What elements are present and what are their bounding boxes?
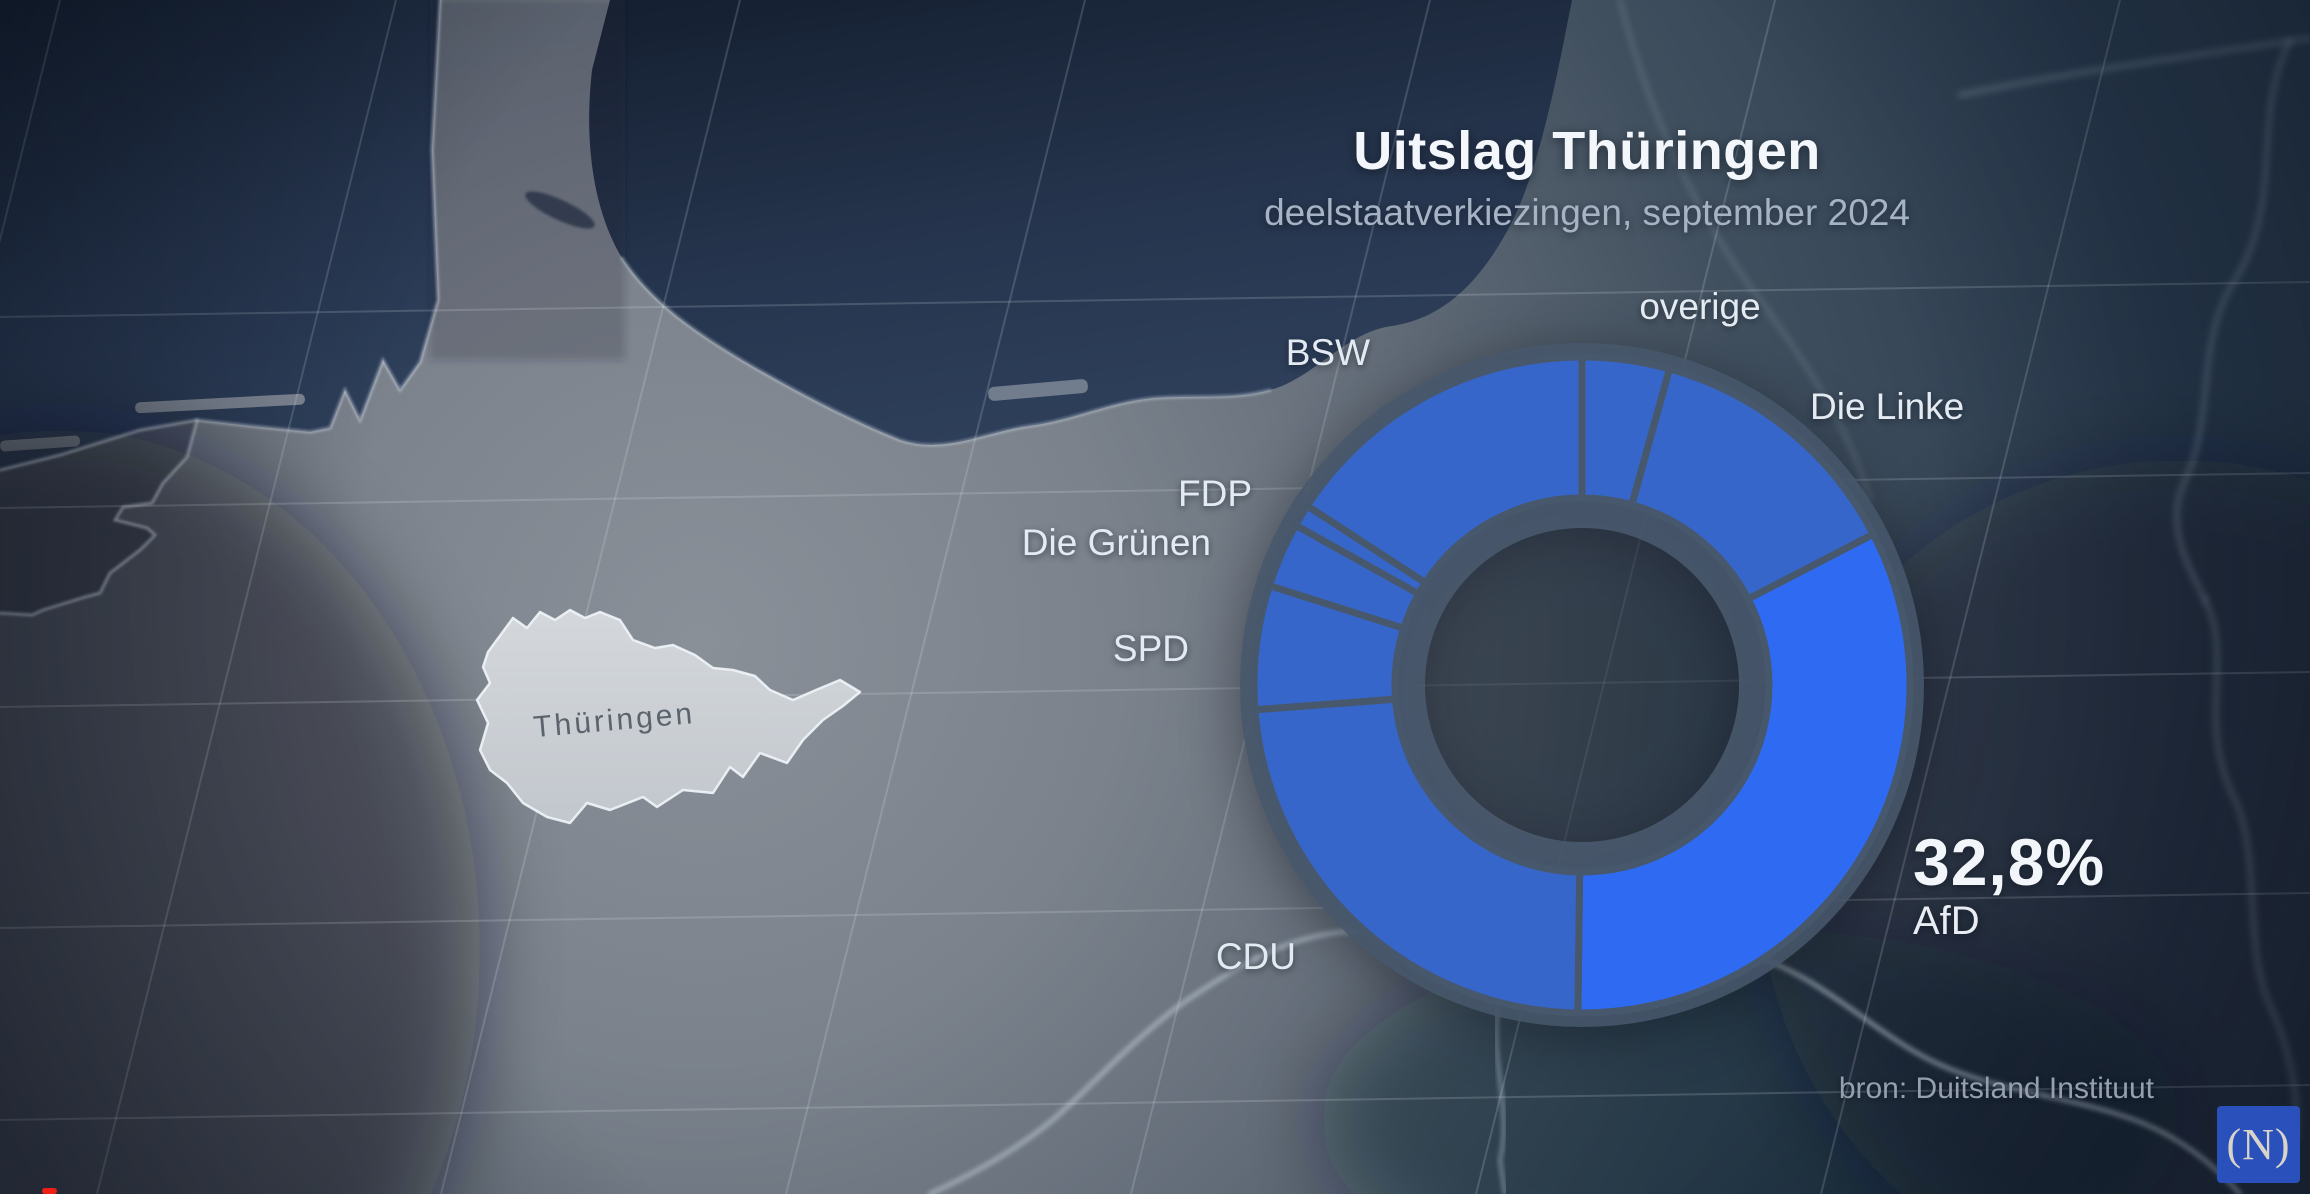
chart-header: Uitslag Thüringen deelstaatverkiezingen,… [1264,120,1910,234]
broadcaster-logo-text: (N) [2226,1120,2291,1169]
donut-segment-cdu [1251,695,1584,1017]
video-progress-playhead[interactable] [42,1188,57,1194]
chart-label-overige: overige [1639,286,1761,327]
chart-label-die-gruenen: Die Grünen [1021,522,1211,563]
highlight-party: AfD [1913,899,1980,944]
donut-segment-bsw [1303,353,1586,587]
election-donut-chart [1240,343,1924,1027]
donut-hole [1425,528,1739,842]
chart-label-bsw: BSW [1285,332,1370,373]
highlight-value-block: 32,8% AfD [1913,825,2106,944]
chart-label-cdu: CDU [1215,936,1296,977]
source-credit: bron: Duitsland Instituut [1838,1072,2154,1105]
chart-title: Uitslag Thüringen [1353,121,1821,181]
chart-label-spd: SPD [1112,628,1189,669]
donut-segment-afd [1574,530,1914,1017]
broadcaster-logo: (N) [2217,1106,2300,1183]
chart-label-die-linke: Die Linke [1810,386,1965,427]
chart-label-fdp: FDP [1178,473,1252,514]
highlight-percentage: 32,8% [1913,825,2106,899]
chart-subtitle: deelstaatverkiezingen, september 2024 [1264,192,1910,233]
